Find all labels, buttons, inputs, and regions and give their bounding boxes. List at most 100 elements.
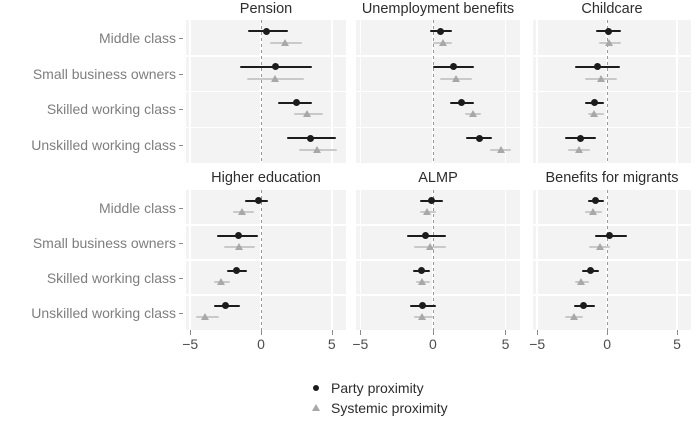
point-party-circle bbox=[593, 63, 601, 71]
point-systemic-triangle bbox=[605, 38, 614, 46]
point-party-circle bbox=[605, 27, 612, 35]
facet-panel bbox=[356, 20, 520, 163]
point-party-circle bbox=[458, 99, 466, 107]
point-systemic-triangle bbox=[438, 38, 447, 46]
y-axis-tick bbox=[179, 312, 183, 314]
gridline-horizontal bbox=[356, 90, 520, 93]
gridline-horizontal bbox=[533, 224, 691, 226]
x-axis-tick-label: 0 bbox=[257, 336, 265, 352]
gridline-horizontal bbox=[356, 55, 520, 57]
point-systemic-triangle bbox=[270, 74, 279, 82]
y-axis-label: Small business owners bbox=[32, 65, 176, 82]
point-systemic-triangle bbox=[280, 38, 289, 46]
point-party-circle bbox=[254, 197, 262, 205]
point-systemic-triangle bbox=[469, 110, 478, 118]
x-axis-tick-label: −5 bbox=[182, 336, 199, 352]
point-systemic-triangle bbox=[235, 243, 244, 251]
x-axis-tick bbox=[331, 330, 333, 335]
circle-marker-icon bbox=[313, 384, 319, 391]
gridline-horizontal bbox=[533, 55, 691, 57]
point-party-circle bbox=[234, 232, 242, 240]
gridline-horizontal bbox=[186, 55, 346, 57]
point-systemic-triangle bbox=[577, 278, 586, 286]
x-axis-tick bbox=[261, 330, 263, 335]
y-axis-label: Unskilled working class bbox=[31, 137, 176, 154]
facet-title: Pension bbox=[239, 1, 293, 17]
gridline-horizontal bbox=[533, 90, 691, 93]
facet-panel bbox=[186, 20, 346, 163]
point-party-circle bbox=[606, 232, 614, 240]
y-axis-label: Skilled working class bbox=[46, 269, 176, 286]
zero-reference-line bbox=[606, 190, 608, 330]
facet-panel bbox=[533, 20, 691, 163]
facet-title: ALMP bbox=[418, 170, 458, 186]
facet-panel bbox=[533, 190, 691, 330]
y-axis-label: Small business owners bbox=[32, 234, 176, 251]
point-party-circle bbox=[436, 27, 444, 35]
point-systemic-triangle bbox=[313, 146, 322, 154]
point-party-circle bbox=[579, 302, 587, 310]
point-systemic-triangle bbox=[422, 208, 431, 216]
zero-reference-line bbox=[606, 20, 608, 163]
y-axis-label: Unskilled working class bbox=[31, 304, 176, 321]
x-axis-tick bbox=[360, 330, 362, 335]
point-systemic-triangle bbox=[570, 313, 579, 321]
gridline-horizontal bbox=[356, 126, 520, 128]
x-axis-tick-label: 0 bbox=[603, 336, 611, 352]
gridline-horizontal bbox=[533, 259, 691, 261]
legend-label: Party proximity bbox=[331, 379, 424, 396]
facet-title: Unemployment benefits bbox=[361, 1, 515, 17]
y-axis-tick bbox=[179, 109, 183, 111]
legend: Party proximity Systemic proximity bbox=[308, 379, 448, 416]
point-systemic-triangle bbox=[418, 278, 427, 286]
x-axis-tick-label: 5 bbox=[327, 336, 336, 352]
point-party-circle bbox=[586, 267, 594, 275]
x-axis-tick bbox=[537, 330, 539, 335]
x-axis-tick bbox=[190, 330, 192, 335]
point-party-circle bbox=[577, 134, 585, 142]
point-party-circle bbox=[263, 27, 271, 35]
point-party-circle bbox=[292, 99, 300, 107]
triangle-marker-icon bbox=[312, 404, 320, 411]
facet-panel bbox=[186, 190, 346, 330]
point-party-circle bbox=[271, 63, 279, 71]
y-axis-tick bbox=[179, 242, 183, 244]
y-axis-label: Middle class bbox=[98, 29, 176, 46]
gridline-horizontal bbox=[186, 126, 346, 128]
zero-reference-line bbox=[432, 190, 434, 330]
point-systemic-triangle bbox=[303, 110, 312, 118]
facet-title: Higher education bbox=[211, 170, 321, 186]
zero-reference-line bbox=[260, 20, 262, 163]
point-systemic-triangle bbox=[590, 110, 599, 118]
point-systemic-triangle bbox=[496, 146, 505, 154]
point-party-circle bbox=[233, 267, 241, 275]
point-systemic-triangle bbox=[238, 208, 247, 216]
gridline-horizontal bbox=[186, 294, 346, 296]
point-party-circle bbox=[422, 232, 430, 240]
point-systemic-triangle bbox=[418, 313, 427, 321]
legend-item-party-proximity: Party proximity bbox=[308, 379, 448, 396]
gridline-horizontal bbox=[356, 259, 520, 261]
point-party-circle bbox=[591, 99, 599, 107]
x-axis-tick bbox=[677, 330, 679, 335]
x-axis-tick-label: −5 bbox=[352, 336, 369, 352]
y-axis-tick bbox=[179, 73, 183, 75]
legend-item-systemic-proximity: Systemic proximity bbox=[308, 400, 448, 416]
y-axis-tick bbox=[179, 37, 183, 39]
y-axis-tick bbox=[179, 207, 183, 209]
y-axis-label: Skilled working class bbox=[46, 101, 176, 118]
facet-panel bbox=[356, 190, 520, 330]
point-party-circle bbox=[419, 302, 427, 310]
x-axis-tick-label: 5 bbox=[501, 336, 510, 352]
gridline-horizontal bbox=[186, 224, 346, 226]
x-axis-tick bbox=[505, 330, 507, 335]
point-systemic-triangle bbox=[588, 208, 597, 216]
gridline-horizontal bbox=[533, 126, 691, 128]
point-party-circle bbox=[592, 197, 600, 205]
point-systemic-triangle bbox=[574, 146, 583, 154]
x-axis-tick-label: −5 bbox=[529, 336, 546, 352]
point-party-circle bbox=[427, 197, 435, 205]
x-axis-tick-label: 5 bbox=[673, 336, 681, 352]
point-systemic-triangle bbox=[597, 74, 605, 82]
point-party-circle bbox=[475, 134, 483, 142]
